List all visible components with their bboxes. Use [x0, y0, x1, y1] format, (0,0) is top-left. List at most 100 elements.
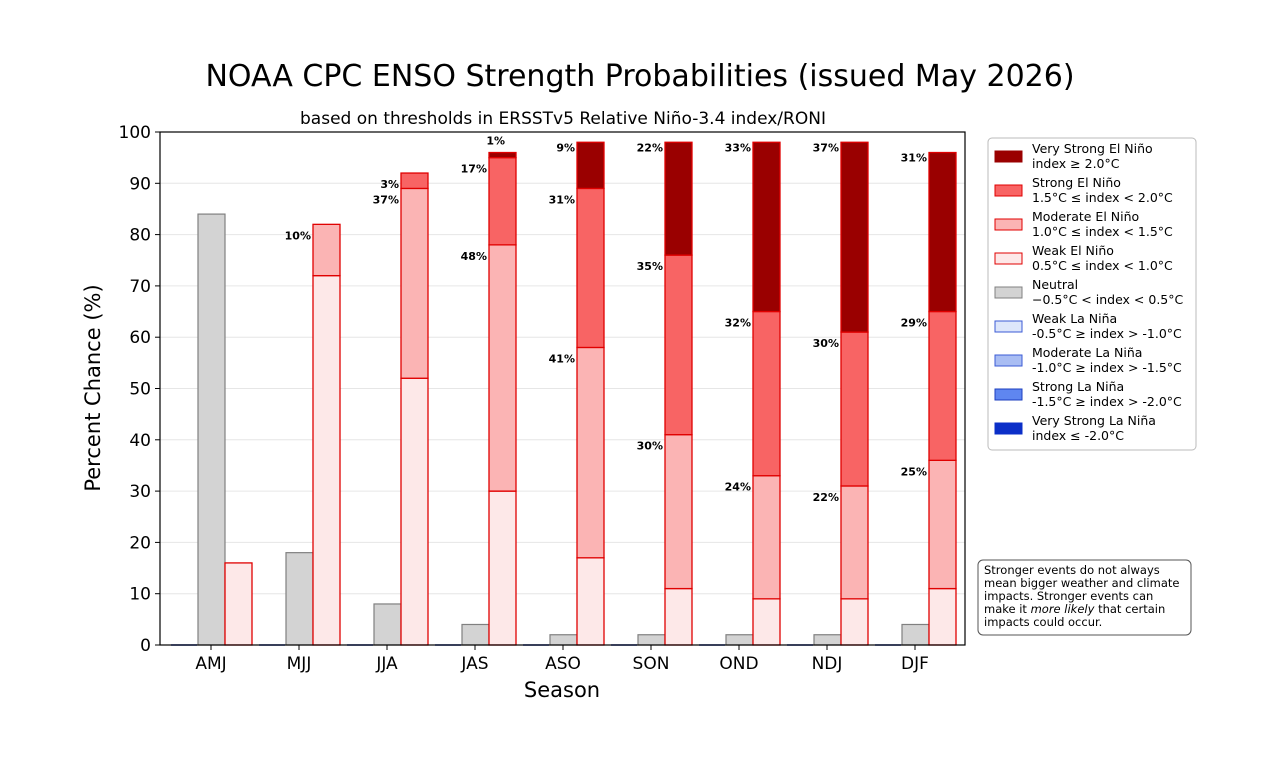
x-tick-label: OND — [719, 654, 758, 674]
note-line-5: impacts could occur. — [984, 615, 1102, 629]
legend-label: Weak El Niño — [1032, 243, 1114, 258]
note-line-3: impacts. Stronger events can — [984, 589, 1153, 603]
el-nino-segment-weak-el-ni-o — [312, 274, 341, 646]
el-nino-segment-weak-el-ni-o — [928, 587, 957, 646]
el-nino-segment-very-strong-el-ni-o — [664, 141, 693, 256]
bar-value-label: 30% — [813, 337, 839, 350]
el-nino-segment-weak-el-ni-o — [224, 562, 253, 646]
legend-label: Neutral — [1032, 277, 1078, 292]
y-tick-label: 100 — [119, 123, 151, 143]
bar-value-label: 31% — [901, 152, 927, 165]
bar-value-label: 24% — [725, 481, 751, 494]
note-frame — [977, 559, 1192, 636]
legend-range: -1.5°C ≥ index > -2.0°C — [1032, 394, 1182, 409]
x-tick-label: JJA — [375, 654, 398, 674]
el-nino-segment-moderate-el-ni-o — [752, 475, 781, 600]
legend-frame — [987, 137, 1197, 451]
el-nino-segment-moderate-el-ni-o — [576, 346, 605, 559]
el-nino-segment-strong-el-ni-o — [928, 310, 957, 461]
note-line-4-italic: more likely — [1031, 602, 1095, 616]
bar-value-label: 9% — [556, 141, 575, 154]
bar-value-label: 35% — [637, 260, 663, 273]
bar-value-label: 31% — [549, 193, 575, 206]
el-nino-segment-strong-el-ni-o — [576, 187, 605, 349]
bar-value-label: 25% — [901, 465, 927, 478]
chart-subtitle: based on thresholds in ERSSTv5 Relative … — [300, 109, 826, 129]
y-tick-label: 40 — [129, 431, 151, 451]
x-axis-ticks: AMJ MJJ JJA JAS ASO SON OND NDJ DJF — [195, 645, 929, 674]
neutral-bar — [813, 634, 842, 646]
el-nino-segment-moderate-el-ni-o — [840, 485, 869, 600]
y-axis-ticks: 0 10 20 30 40 50 60 70 80 90 100 — [119, 123, 160, 656]
legend-swatch — [994, 184, 1023, 197]
legend-range: index ≤ -2.0°C — [1032, 428, 1124, 443]
bar-value-label: 30% — [637, 440, 663, 453]
y-tick-label: 70 — [129, 277, 151, 297]
el-nino-segment-moderate-el-ni-o — [400, 187, 429, 379]
neutral-bar — [725, 634, 754, 646]
el-nino-segment-moderate-el-ni-o — [928, 459, 957, 590]
legend-swatch — [994, 320, 1023, 333]
legend-range: 1.0°C ≤ index < 1.5°C — [1032, 224, 1173, 239]
neutral-bar — [901, 623, 930, 646]
el-nino-segment-moderate-el-ni-o — [312, 223, 341, 277]
legend-swatch — [994, 422, 1023, 435]
note-line-4-suffix: that certain — [1094, 602, 1165, 616]
el-nino-segment-strong-el-ni-o — [664, 254, 693, 436]
bar-value-label: 17% — [461, 163, 487, 176]
legend-label: Strong El Niño — [1032, 175, 1121, 190]
x-tick-label: ASO — [545, 654, 581, 674]
note-line-2: mean bigger weather and climate — [984, 576, 1179, 590]
bar-value-label: 3% — [380, 178, 399, 191]
neutral-bar — [549, 634, 578, 646]
el-nino-segment-moderate-el-ni-o — [664, 434, 693, 590]
el-nino-segment-very-strong-el-ni-o — [576, 141, 605, 190]
x-tick-label: JAS — [460, 654, 488, 674]
el-nino-segment-strong-el-ni-o — [400, 172, 429, 190]
legend-range: index ≥ 2.0°C — [1032, 156, 1120, 171]
legend-range: -1.0°C ≥ index > -1.5°C — [1032, 360, 1182, 375]
note-line-4: make it more likely that certain — [984, 602, 1165, 616]
el-nino-segment-weak-el-ni-o — [664, 587, 693, 646]
bar-value-label: 41% — [549, 352, 575, 365]
bar-value-label: 37% — [813, 141, 839, 154]
y-tick-label: 50 — [129, 380, 151, 400]
el-nino-segment-strong-el-ni-o — [752, 310, 781, 477]
y-tick-label: 10 — [129, 585, 151, 605]
bar-value-label: 32% — [725, 317, 751, 330]
el-nino-segment-very-strong-el-ni-o — [488, 151, 517, 159]
legend-range: 0.5°C ≤ index < 1.0°C — [1032, 258, 1173, 273]
legend-swatch — [994, 286, 1023, 299]
y-tick-label: 30 — [129, 482, 151, 502]
y-tick-label: 0 — [140, 636, 151, 656]
x-tick-label: AMJ — [195, 654, 226, 674]
bars — [171, 141, 957, 646]
x-tick-label: MJJ — [287, 654, 312, 674]
note-line-1: Stronger events do not always — [984, 563, 1160, 577]
bar-value-label: 37% — [373, 193, 399, 206]
neutral-bar — [461, 623, 490, 646]
bar-value-label: 10% — [285, 229, 311, 242]
legend-swatch — [994, 252, 1023, 265]
el-nino-segment-weak-el-ni-o — [752, 598, 781, 646]
legend-label: Moderate La Niña — [1032, 345, 1142, 360]
x-axis-label: Season — [524, 678, 600, 702]
legend-label: Strong La Niña — [1032, 379, 1124, 394]
x-tick-label: NDJ — [812, 654, 843, 674]
el-nino-segment-very-strong-el-ni-o — [752, 141, 781, 313]
bar-value-label: 33% — [725, 141, 751, 154]
legend-swatch — [994, 388, 1023, 401]
bar-labels: 10% 37% 3% 48% 17% 1% 41% 31% 9% 30% 35% 22% 24% 32% 3… — [285, 135, 927, 504]
el-nino-segment-weak-el-ni-o — [576, 557, 605, 646]
y-tick-label: 20 — [129, 533, 151, 553]
note-box: Stronger events do not always mean bigge… — [977, 559, 1192, 636]
bar-value-label: 29% — [901, 317, 927, 330]
y-axis-label: Percent Chance (%) — [81, 284, 105, 491]
el-nino-segment-very-strong-el-ni-o — [840, 141, 869, 333]
el-nino-segment-strong-el-ni-o — [488, 156, 517, 246]
legend-label: Moderate El Niño — [1032, 209, 1139, 224]
el-nino-segment-weak-el-ni-o — [488, 490, 517, 646]
bar-value-label: 22% — [637, 141, 663, 154]
